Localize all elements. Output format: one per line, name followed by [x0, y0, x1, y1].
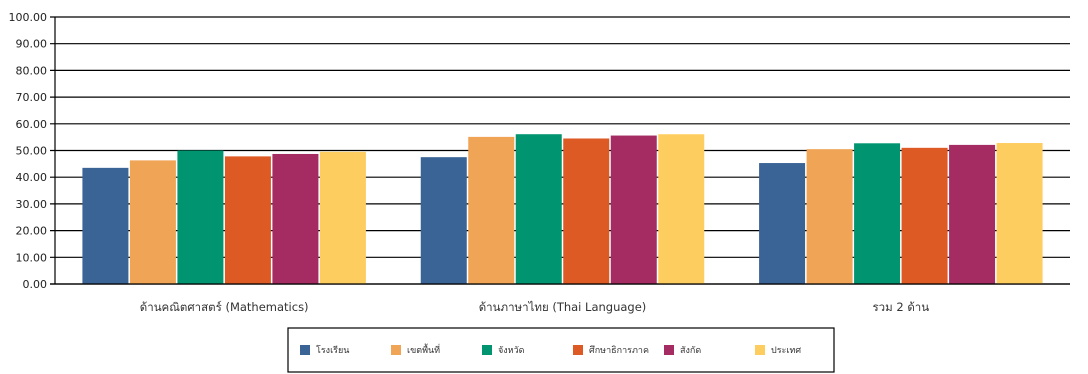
legend-label: จังหวัด	[498, 346, 525, 356]
bar	[996, 143, 1043, 284]
y-tick-label: 0.00	[23, 278, 48, 291]
x-category-label: ด้านภาษาไทย (Thai Language)	[479, 300, 647, 314]
bar	[901, 147, 948, 284]
y-tick-label: 70.00	[16, 91, 48, 104]
legend-label: ประเทศ	[771, 346, 801, 356]
legend-box	[287, 327, 835, 373]
x-category-label: รวม 2 ด้าน	[873, 300, 930, 314]
y-tick-label: 60.00	[16, 118, 48, 131]
bar	[177, 150, 224, 284]
x-axis-categories: ด้านคณิตศาสตร์ (Mathematics) ด้านภาษาไทย …	[140, 300, 930, 314]
legend-label: สังกัด	[680, 346, 701, 356]
x-category-label: ด้านคณิตศาสตร์ (Mathematics)	[140, 300, 309, 314]
y-tick-label: 20.00	[16, 225, 48, 238]
legend-label: เขตพื้นที่	[407, 343, 440, 356]
legend-swatch	[482, 345, 492, 355]
bar	[854, 143, 901, 284]
bar	[420, 157, 467, 284]
y-tick-label: 10.00	[16, 251, 48, 264]
bar	[272, 153, 319, 284]
legend-label: โรงเรียน	[316, 345, 349, 356]
y-tick-label: 100.00	[9, 11, 48, 24]
bar	[319, 151, 366, 284]
bar	[468, 136, 515, 284]
legend-swatch	[391, 345, 401, 355]
y-tick-label: 50.00	[16, 145, 48, 158]
y-axis-ticks: 0.00 10.00 20.00 30.00 40.00 50.00 60.00 70.00 8…	[9, 11, 48, 291]
bar	[806, 149, 853, 284]
bar	[658, 134, 705, 284]
legend-swatch	[755, 345, 765, 355]
bar	[949, 144, 996, 284]
legend-swatch	[300, 345, 310, 355]
y-tick-label: 90.00	[16, 38, 48, 51]
bar	[563, 138, 610, 284]
legend-swatch	[664, 345, 674, 355]
y-tick-label: 80.00	[16, 64, 48, 77]
bar	[224, 156, 271, 284]
legend-label: ศึกษาธิการภาค	[589, 345, 649, 356]
legend: โรงเรียน เขตพื้นที่ จังหวัด ศึกษาธิการภาค สั…	[287, 327, 835, 373]
y-tick-label: 30.00	[16, 198, 48, 211]
bar	[515, 134, 562, 284]
bar	[759, 163, 806, 284]
bar	[129, 160, 176, 284]
bars-layer	[50, 134, 1070, 285]
y-tick-label: 40.00	[16, 171, 48, 184]
bar	[82, 167, 129, 284]
legend-swatch	[573, 345, 583, 355]
bar	[610, 135, 657, 284]
